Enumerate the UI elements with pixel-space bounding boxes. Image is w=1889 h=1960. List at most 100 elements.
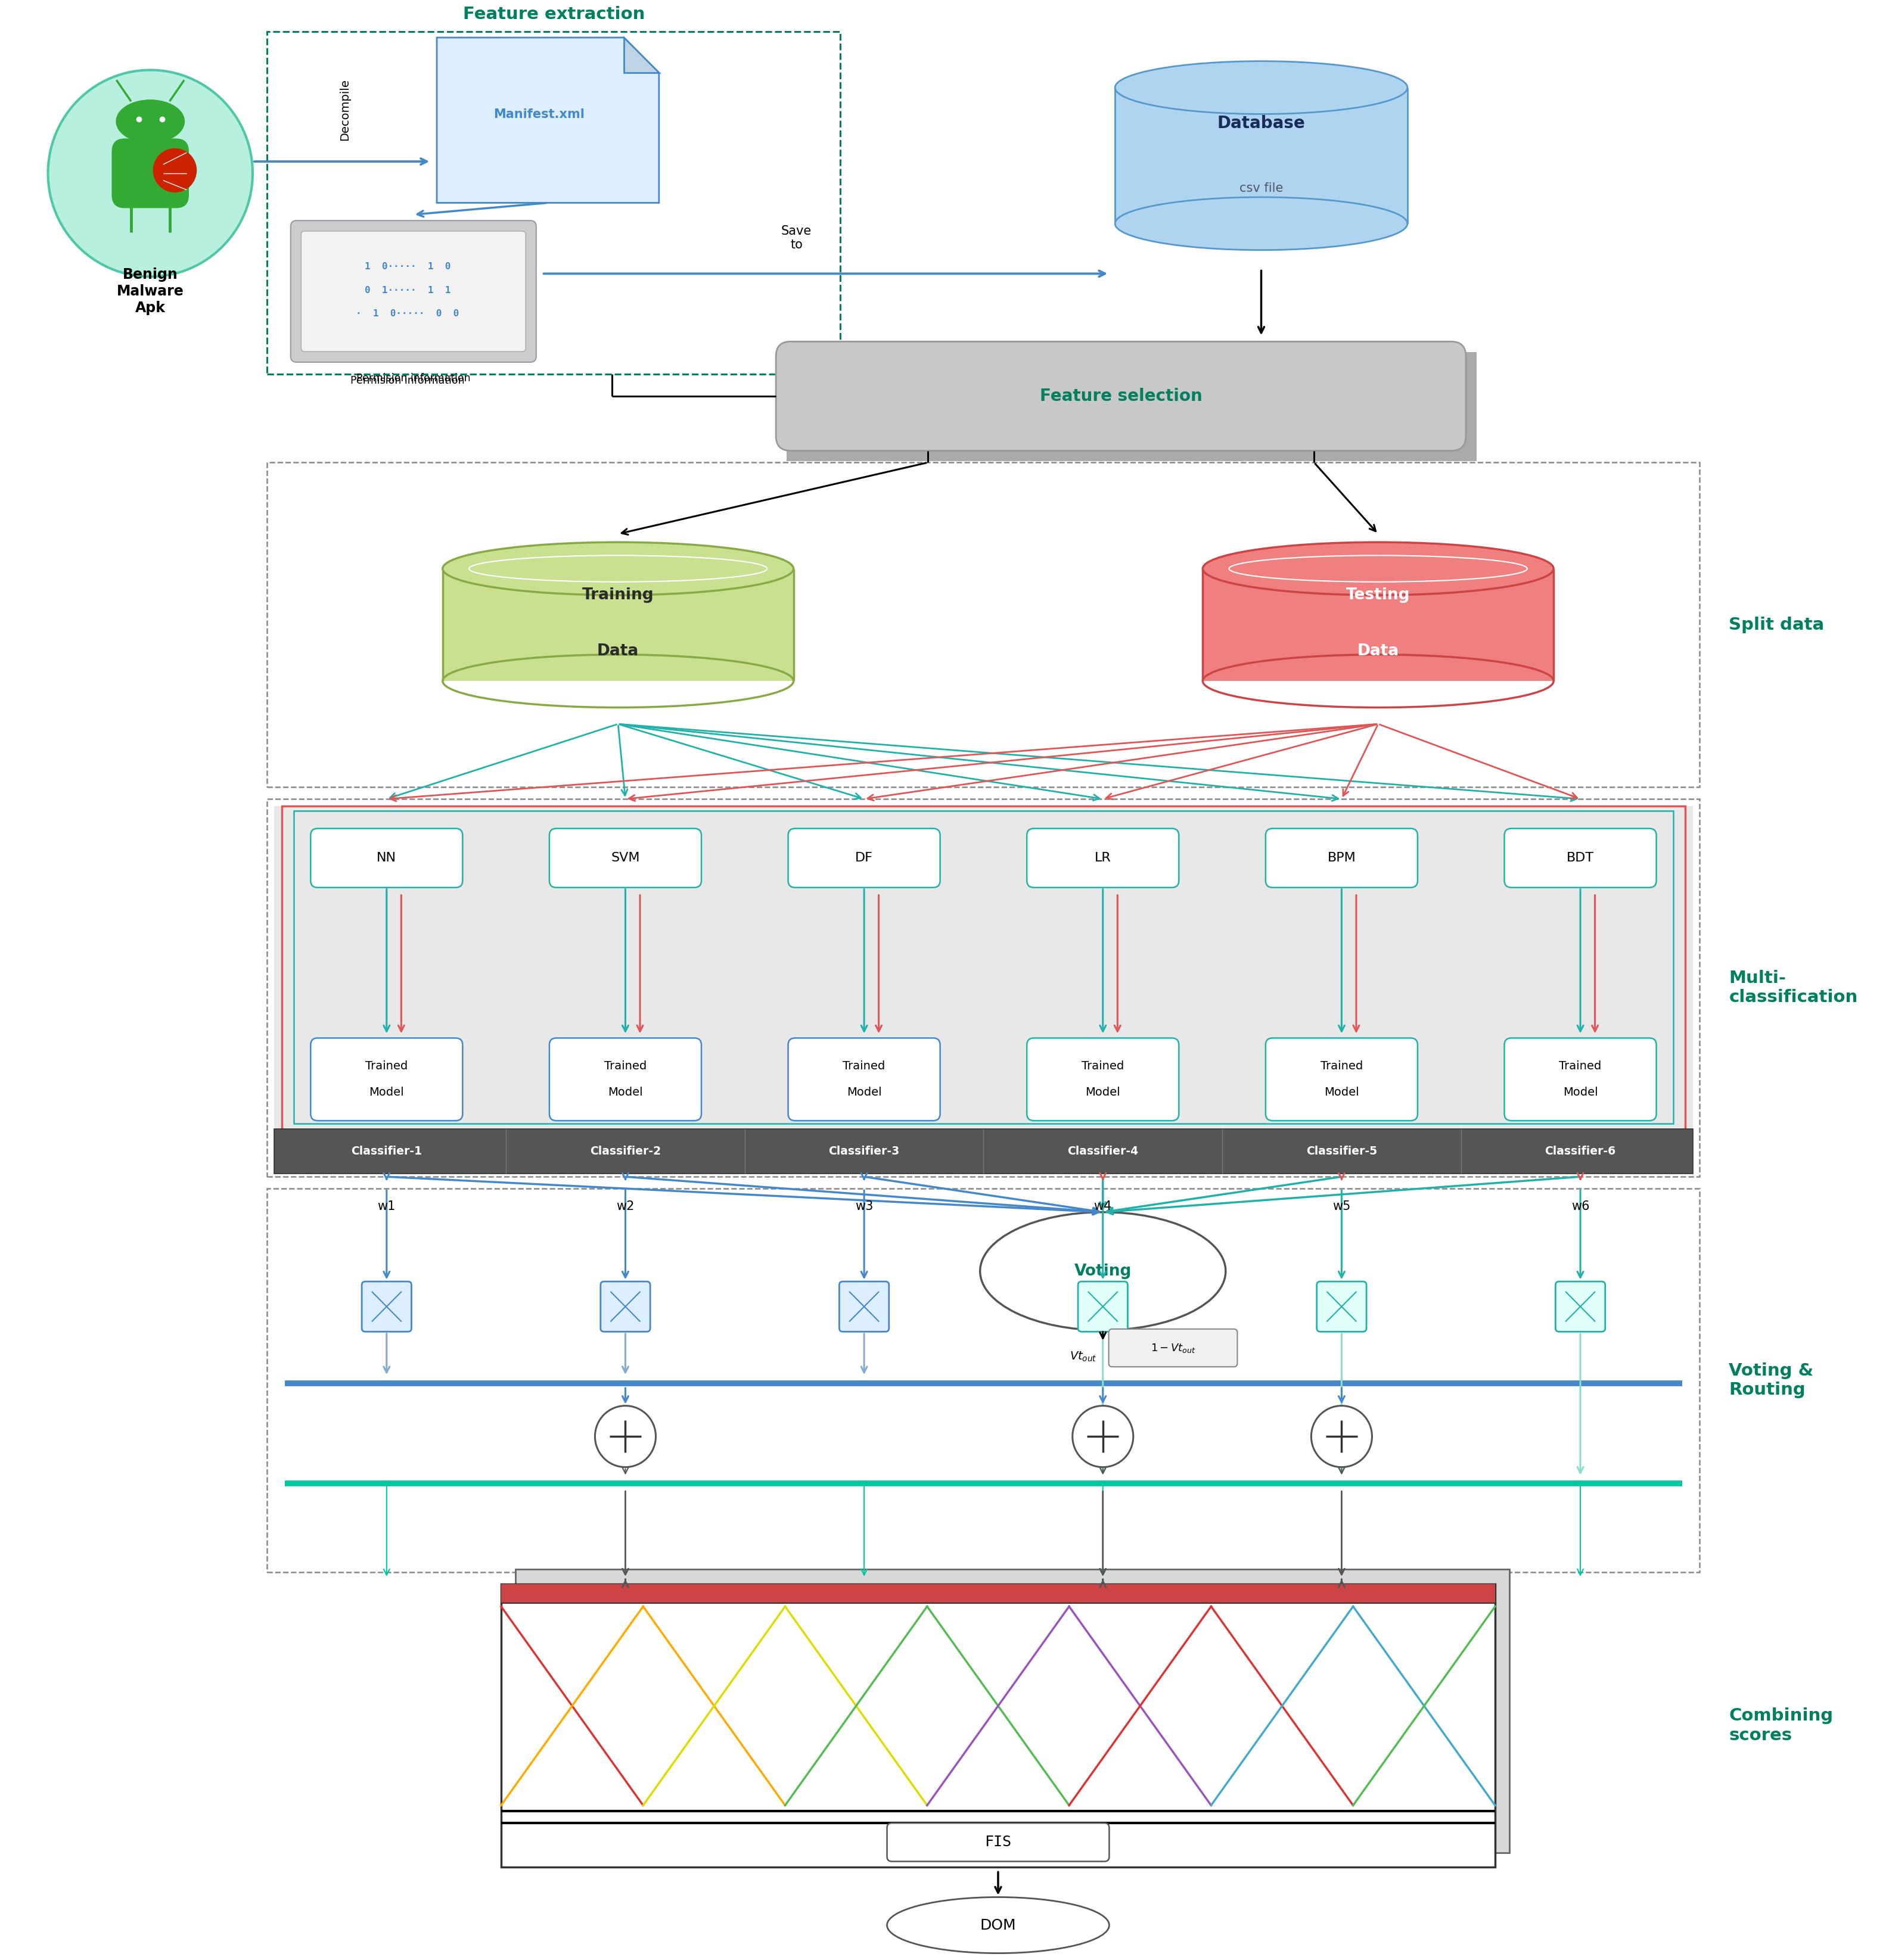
FancyBboxPatch shape [442, 568, 793, 680]
Ellipse shape [153, 149, 196, 192]
Text: Multi-
classification: Multi- classification [1728, 970, 1857, 1005]
FancyBboxPatch shape [300, 231, 525, 351]
Text: 0  1·····  1  1: 0 1····· 1 1 [365, 286, 451, 294]
Text: Classifier-6: Classifier-6 [1545, 1147, 1615, 1156]
Polygon shape [436, 37, 659, 202]
FancyBboxPatch shape [788, 1039, 941, 1121]
FancyBboxPatch shape [786, 353, 1477, 461]
Circle shape [595, 1405, 655, 1468]
FancyBboxPatch shape [1079, 1282, 1128, 1331]
FancyBboxPatch shape [1266, 1039, 1417, 1121]
FancyBboxPatch shape [839, 1282, 890, 1331]
Text: Trained: Trained [365, 1060, 408, 1072]
Text: w2: w2 [616, 1200, 635, 1211]
Text: Combining
scores: Combining scores [1728, 1707, 1834, 1744]
FancyBboxPatch shape [516, 1570, 1509, 1852]
FancyBboxPatch shape [776, 341, 1466, 451]
Text: w4: w4 [1094, 1200, 1113, 1211]
Ellipse shape [47, 71, 253, 276]
Text: Decompile: Decompile [338, 78, 349, 141]
Text: Model: Model [368, 1086, 404, 1098]
Text: 1  0·····  1  0: 1 0····· 1 0 [365, 263, 451, 270]
Text: Data: Data [1356, 643, 1400, 659]
Ellipse shape [1115, 61, 1407, 114]
FancyBboxPatch shape [501, 1584, 1494, 1868]
Text: w5: w5 [1332, 1200, 1351, 1211]
Text: Model: Model [1324, 1086, 1358, 1098]
FancyBboxPatch shape [1555, 1282, 1606, 1331]
Ellipse shape [1203, 543, 1553, 596]
Text: DF: DF [856, 853, 873, 864]
FancyBboxPatch shape [1266, 829, 1417, 888]
Text: FIS: FIS [984, 1835, 1011, 1848]
FancyBboxPatch shape [601, 1282, 650, 1331]
Text: Model: Model [1086, 1086, 1120, 1098]
Text: $Vt_{out}$: $Vt_{out}$ [1069, 1350, 1098, 1362]
Text: DOM: DOM [980, 1919, 1016, 1933]
FancyBboxPatch shape [550, 829, 701, 888]
Text: Trained: Trained [1320, 1060, 1362, 1072]
Text: BDT: BDT [1566, 853, 1594, 864]
Text: Classifier-3: Classifier-3 [829, 1147, 899, 1156]
Text: Classifier-5: Classifier-5 [1305, 1147, 1377, 1156]
FancyBboxPatch shape [111, 139, 189, 208]
Ellipse shape [980, 1211, 1226, 1331]
Text: Testing: Testing [1347, 588, 1411, 604]
FancyBboxPatch shape [274, 806, 1693, 1170]
Text: Feature selection: Feature selection [1039, 388, 1201, 404]
Text: Split data: Split data [1728, 617, 1825, 633]
Text: Feature extraction: Feature extraction [463, 6, 644, 24]
Text: SVM: SVM [610, 853, 640, 864]
FancyBboxPatch shape [1504, 1039, 1657, 1121]
FancyBboxPatch shape [1203, 568, 1553, 680]
FancyBboxPatch shape [550, 1039, 701, 1121]
FancyBboxPatch shape [1317, 1282, 1366, 1331]
Text: Database: Database [1217, 116, 1305, 131]
Text: w1: w1 [378, 1200, 395, 1211]
FancyBboxPatch shape [1109, 1329, 1237, 1366]
Text: Data: Data [597, 643, 638, 659]
FancyBboxPatch shape [1028, 1039, 1179, 1121]
Text: Voting &
Routing: Voting & Routing [1728, 1362, 1813, 1397]
Text: Classifier-4: Classifier-4 [1067, 1147, 1139, 1156]
FancyBboxPatch shape [1504, 829, 1657, 888]
Text: Model: Model [608, 1086, 642, 1098]
Text: Manifest.xml: Manifest.xml [493, 108, 586, 120]
Text: Save
to: Save to [782, 225, 812, 251]
Text: LR: LR [1094, 853, 1111, 864]
Text: Voting: Voting [1075, 1264, 1132, 1280]
Text: w6: w6 [1572, 1200, 1589, 1211]
Text: w3: w3 [856, 1200, 873, 1211]
Text: Trained: Trained [604, 1060, 646, 1072]
Ellipse shape [442, 543, 793, 596]
Text: Permision information: Permision information [357, 372, 470, 384]
Text: Trained: Trained [842, 1060, 886, 1072]
FancyBboxPatch shape [363, 1282, 412, 1331]
Text: ·  1  0·····  0  0: · 1 0····· 0 0 [355, 310, 459, 318]
Text: Permision information: Permision information [351, 374, 465, 386]
Text: Classifier-2: Classifier-2 [589, 1147, 661, 1156]
FancyBboxPatch shape [1115, 88, 1407, 223]
FancyBboxPatch shape [291, 221, 536, 363]
FancyBboxPatch shape [501, 1584, 1494, 1603]
Text: $1-Vt_{out}$: $1-Vt_{out}$ [1150, 1343, 1196, 1354]
FancyBboxPatch shape [310, 829, 463, 888]
Circle shape [1311, 1405, 1371, 1468]
FancyBboxPatch shape [1028, 829, 1179, 888]
Text: Model: Model [846, 1086, 882, 1098]
Ellipse shape [1115, 198, 1407, 251]
FancyBboxPatch shape [310, 1039, 463, 1121]
Text: Classifier-1: Classifier-1 [351, 1147, 421, 1156]
Text: Training: Training [582, 588, 654, 604]
FancyBboxPatch shape [788, 829, 941, 888]
Ellipse shape [888, 1897, 1109, 1954]
Text: NN: NN [376, 853, 397, 864]
Text: Trained: Trained [1558, 1060, 1602, 1072]
Text: BPM: BPM [1328, 853, 1356, 864]
Circle shape [1073, 1405, 1133, 1468]
Text: Benign
Malware
Apk: Benign Malware Apk [117, 269, 183, 316]
FancyBboxPatch shape [274, 1129, 1693, 1174]
FancyBboxPatch shape [888, 1823, 1109, 1862]
Ellipse shape [115, 100, 185, 143]
Polygon shape [623, 37, 659, 73]
